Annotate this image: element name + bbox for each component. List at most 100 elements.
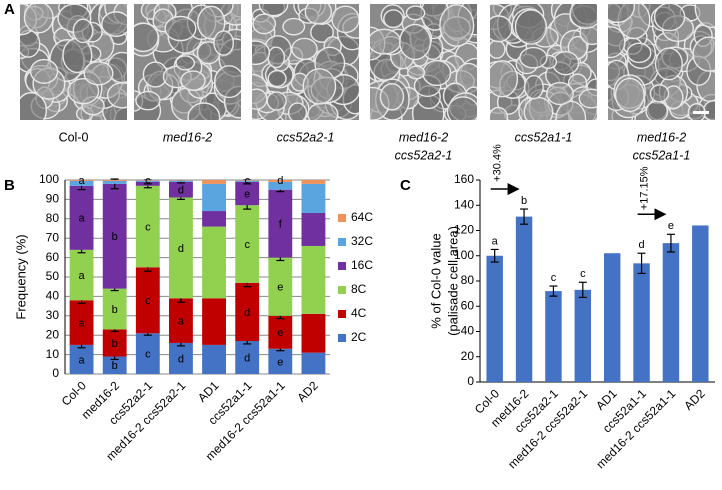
cell bbox=[287, 102, 308, 120]
bar bbox=[515, 216, 533, 382]
legend-swatch bbox=[338, 334, 346, 342]
bar-segment bbox=[102, 288, 127, 330]
y-tick-label: 40 bbox=[461, 324, 475, 338]
cell bbox=[608, 4, 636, 24]
letter: a bbox=[79, 317, 86, 329]
letter: d bbox=[178, 185, 184, 197]
bar-segment bbox=[235, 180, 260, 181]
bar-segment bbox=[102, 180, 127, 184]
letter: c bbox=[145, 349, 151, 361]
bar-segment bbox=[135, 180, 160, 181]
cell bbox=[282, 17, 306, 36]
cell bbox=[555, 100, 587, 120]
cell bbox=[83, 61, 114, 86]
bar-segment bbox=[235, 341, 260, 374]
letter: e bbox=[277, 327, 283, 339]
bar bbox=[603, 253, 621, 382]
letter: c bbox=[145, 295, 151, 307]
cell bbox=[20, 92, 48, 120]
letter: f bbox=[279, 219, 283, 231]
y-tick-label: 140 bbox=[454, 197, 474, 211]
bar-segment bbox=[268, 189, 293, 258]
bar bbox=[633, 263, 650, 382]
legend-swatch bbox=[338, 214, 346, 222]
bar bbox=[692, 225, 709, 382]
caption: med16-2 bbox=[637, 130, 686, 144]
caption: ccs52a2-1 bbox=[277, 130, 335, 144]
cell bbox=[175, 55, 196, 71]
cell bbox=[134, 22, 159, 53]
caption: med16-2 bbox=[399, 130, 448, 144]
cell bbox=[446, 96, 477, 120]
bar-segment bbox=[202, 226, 226, 299]
y-tick-label: 20 bbox=[461, 349, 475, 363]
bar-segment bbox=[235, 282, 260, 342]
cell bbox=[614, 77, 645, 113]
bar-segment bbox=[301, 313, 326, 353]
bar-segment bbox=[69, 180, 94, 181]
cell bbox=[213, 30, 235, 56]
cell bbox=[608, 26, 626, 59]
caption: med16-2 bbox=[163, 130, 212, 144]
y-tick-label: 10 bbox=[46, 347, 60, 361]
cell bbox=[291, 37, 318, 61]
y-tick-label: 90 bbox=[46, 192, 60, 206]
cell bbox=[546, 81, 574, 106]
y-tick-label: 0 bbox=[52, 366, 59, 380]
bar-segment bbox=[268, 181, 293, 190]
bar-segment bbox=[102, 329, 127, 357]
cell bbox=[266, 91, 287, 111]
bar-segment bbox=[135, 180, 160, 182]
y-tick-label: 70 bbox=[46, 230, 60, 244]
legend-label: 4C bbox=[351, 306, 367, 320]
bar bbox=[545, 291, 562, 382]
caption: ccs52a2-1 bbox=[395, 148, 453, 162]
legend-label: 32C bbox=[351, 234, 373, 248]
bar-segment bbox=[169, 181, 193, 198]
y-tick-label: 80 bbox=[46, 211, 60, 225]
bar bbox=[486, 255, 503, 382]
letter: b bbox=[112, 338, 118, 350]
x-tick-label: Col-0 bbox=[59, 378, 89, 408]
legend-swatch bbox=[338, 310, 346, 318]
bar-segment bbox=[202, 211, 226, 227]
y-tick-label: 100 bbox=[39, 172, 59, 186]
annotation: +17.15% bbox=[638, 166, 650, 210]
letter: d bbox=[277, 175, 283, 187]
caption: ccs52a1-1 bbox=[633, 148, 691, 162]
bar-segment bbox=[135, 333, 160, 374]
y-tick-label: 50 bbox=[46, 269, 60, 283]
bar-segment bbox=[69, 249, 94, 301]
panel-label: C bbox=[400, 177, 411, 194]
letter: c bbox=[551, 272, 557, 284]
bar-segment bbox=[235, 181, 260, 206]
cell bbox=[490, 39, 506, 59]
bar-segment bbox=[268, 257, 293, 316]
cell bbox=[267, 69, 287, 88]
letter: d bbox=[178, 243, 184, 255]
cell bbox=[187, 102, 221, 120]
letter: a bbox=[79, 354, 86, 366]
cell bbox=[331, 5, 359, 34]
caption: ccs52a1-1 bbox=[515, 130, 573, 144]
cell bbox=[702, 100, 715, 120]
micrograph bbox=[490, 4, 597, 120]
bar-segment bbox=[135, 267, 160, 334]
letter: e bbox=[244, 188, 250, 200]
cell bbox=[383, 9, 404, 29]
bar-segment bbox=[169, 342, 193, 374]
cell bbox=[23, 4, 54, 34]
x-tick-label: AD1 bbox=[195, 378, 222, 405]
legend-label: 16C bbox=[351, 258, 373, 272]
cell bbox=[578, 88, 597, 109]
micrograph bbox=[252, 4, 359, 120]
bar-segment bbox=[268, 348, 293, 374]
cell bbox=[422, 59, 452, 87]
cell bbox=[649, 84, 670, 103]
y-tick-label: 100 bbox=[454, 248, 474, 262]
cell bbox=[370, 28, 402, 55]
legend-label: 2C bbox=[351, 330, 367, 344]
y-tick-label: 160 bbox=[454, 172, 474, 186]
letter: a bbox=[79, 175, 86, 187]
